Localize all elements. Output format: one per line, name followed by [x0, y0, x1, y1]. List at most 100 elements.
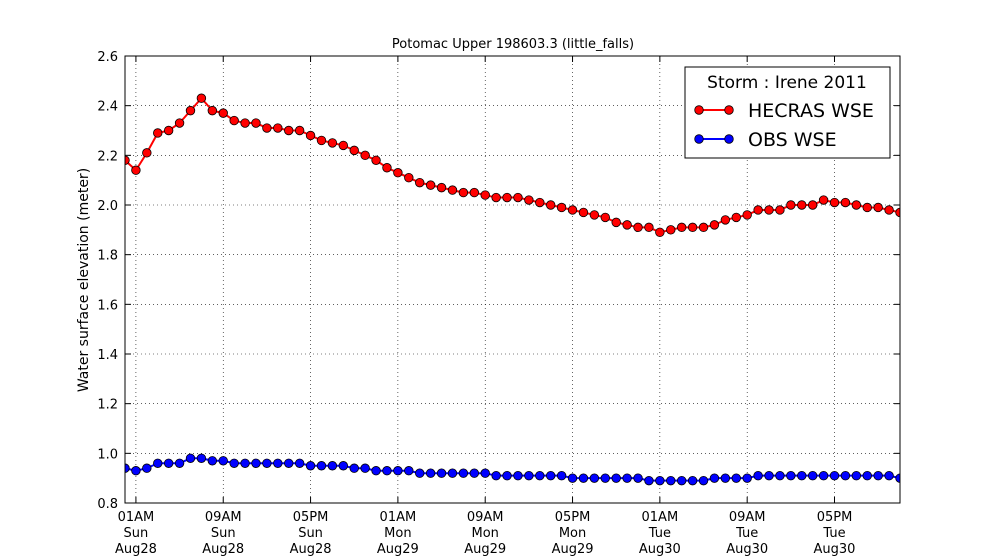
- legend-swatch-marker-hecras: [724, 105, 734, 115]
- data-point-obs: [196, 453, 207, 464]
- x-tick-label: Aug29: [377, 542, 419, 557]
- data-point-obs: [436, 468, 447, 478]
- x-tick-label: Mon: [384, 526, 411, 541]
- data-point-obs: [415, 468, 425, 478]
- data-point-hecras: [425, 180, 436, 190]
- grid-lines: [125, 56, 900, 503]
- data-point-hecras: [458, 187, 469, 198]
- data-point-hecras: [480, 190, 490, 200]
- data-point-obs: [829, 470, 840, 481]
- data-point-hecras: [884, 205, 894, 215]
- data-point-hecras: [415, 177, 425, 188]
- data-point-obs: [185, 453, 196, 464]
- data-point-obs: [851, 470, 862, 481]
- data-point-obs: [251, 458, 261, 468]
- data-point-obs: [567, 473, 578, 483]
- data-point-hecras: [262, 123, 272, 133]
- data-point-hecras: [666, 225, 676, 235]
- data-point-obs: [153, 458, 163, 468]
- data-point-hecras: [676, 222, 687, 233]
- data-point-hecras: [382, 163, 392, 173]
- data-point-obs: [797, 470, 807, 481]
- legend-swatch-marker-obs: [724, 134, 734, 144]
- data-point-hecras: [305, 130, 316, 141]
- data-point-hecras: [840, 197, 851, 208]
- data-point-hecras: [218, 108, 228, 118]
- x-tick-label: Mon: [472, 526, 499, 541]
- y-tick-label: 1.4: [97, 348, 118, 363]
- data-point-obs: [687, 475, 698, 486]
- data-point-obs: [698, 475, 709, 486]
- x-tick-label: 01AM: [118, 510, 155, 525]
- data-point-obs: [360, 463, 370, 473]
- legend-swatch-marker-obs: [694, 134, 704, 144]
- data-point-obs: [338, 461, 349, 471]
- data-point-hecras: [207, 105, 218, 116]
- data-point-hecras: [611, 217, 621, 228]
- x-tick-label: Tue: [822, 526, 845, 541]
- y-tick-label: 1.6: [97, 298, 118, 313]
- x-tick-label: Aug30: [814, 542, 856, 557]
- data-point-obs: [305, 461, 316, 471]
- data-point-hecras: [360, 150, 370, 161]
- data-point-obs: [600, 473, 610, 483]
- data-point-obs: [873, 470, 883, 481]
- data-point-obs: [349, 463, 359, 473]
- data-point-obs: [775, 470, 785, 481]
- data-point-hecras: [404, 172, 414, 183]
- data-point-obs: [125, 463, 130, 473]
- data-point-obs: [709, 473, 720, 483]
- data-point-hecras: [546, 200, 556, 210]
- data-point-obs: [731, 473, 741, 483]
- data-point-hecras: [731, 212, 741, 223]
- data-point-obs: [862, 470, 872, 481]
- data-point-obs: [480, 468, 490, 478]
- data-point-obs: [742, 473, 752, 483]
- x-tick-label: Sun: [298, 526, 323, 541]
- data-point-obs: [469, 468, 479, 478]
- data-point-hecras: [338, 140, 349, 151]
- data-point-obs: [884, 470, 894, 481]
- data-point-hecras: [393, 168, 403, 178]
- data-point-hecras: [600, 212, 610, 223]
- data-point-hecras: [622, 220, 632, 230]
- data-point-obs: [611, 473, 621, 483]
- data-point-hecras: [535, 197, 545, 208]
- data-point-obs: [764, 470, 774, 481]
- y-tick-label: 2.0: [97, 199, 118, 214]
- x-tick-label: Tue: [648, 526, 671, 541]
- data-point-hecras: [371, 155, 381, 166]
- data-point-hecras: [125, 155, 130, 165]
- data-point-obs: [502, 470, 512, 481]
- data-point-obs: [753, 470, 763, 481]
- data-point-obs: [382, 466, 392, 476]
- data-point-obs: [556, 470, 567, 481]
- data-point-obs: [644, 475, 654, 486]
- data-point-obs: [262, 458, 272, 468]
- data-point-hecras: [753, 205, 763, 215]
- data-point-obs: [163, 458, 174, 468]
- chart-title: Potomac Upper 198603.3 (little_falls): [392, 37, 634, 52]
- x-axis: 01AMSunAug2809AMSunAug2805PMSunAug2801AM…: [115, 56, 856, 557]
- data-point-obs: [174, 458, 185, 468]
- y-tick-label: 1.2: [97, 398, 118, 413]
- data-point-obs: [142, 463, 152, 473]
- y-tick-label: 1.0: [97, 447, 118, 462]
- data-point-hecras: [742, 210, 752, 220]
- x-tick-label: 05PM: [293, 510, 329, 525]
- x-tick-label: Aug30: [639, 542, 681, 557]
- data-point-hecras: [644, 222, 654, 233]
- data-point-hecras: [316, 135, 327, 146]
- data-point-hecras: [698, 222, 709, 233]
- data-point-hecras: [829, 197, 840, 208]
- data-point-hecras: [447, 185, 458, 195]
- data-point-hecras: [720, 215, 731, 225]
- data-point-obs: [720, 473, 731, 483]
- data-point-hecras: [513, 192, 523, 203]
- data-point-hecras: [327, 138, 338, 148]
- data-point-hecras: [153, 128, 163, 138]
- data-point-obs: [229, 458, 239, 468]
- data-point-obs: [578, 473, 589, 483]
- y-axis-label: Water surface elevation (meter): [76, 168, 92, 392]
- data-point-obs: [131, 466, 141, 476]
